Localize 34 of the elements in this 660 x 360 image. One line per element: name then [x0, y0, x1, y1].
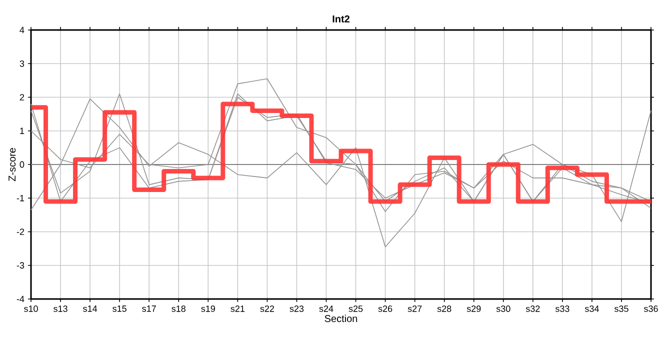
x-tick-label: s21 [230, 306, 244, 312]
x-tick-label: s14 [83, 306, 98, 312]
x-tick-label: s36 [644, 306, 658, 312]
x-tick-label: s23 [290, 306, 304, 312]
x-tick-label: s10 [24, 306, 38, 312]
chart-title: Int2 [332, 15, 350, 22]
x-tick-label: s22 [260, 306, 274, 312]
y-tick-label: -3 [16, 262, 24, 269]
x-tick-label: s34 [584, 306, 599, 312]
y-tick-label: 3 [20, 60, 24, 67]
y-tick-label: 1 [20, 128, 24, 134]
y-tick-label: -1 [16, 195, 24, 202]
y-tick-label: 4 [20, 26, 24, 34]
x-tick-label: s27 [408, 306, 422, 312]
y-axis-title: Z-score [8, 148, 16, 182]
y-tick-label: -2 [16, 228, 24, 235]
x-tick-label: s17 [142, 306, 156, 312]
x-tick-label: s19 [201, 306, 215, 312]
x-tick-label: s32 [526, 306, 540, 312]
x-axis-title: Section [324, 314, 358, 322]
x-tick-label: s25 [348, 306, 363, 312]
y-tick-label: -4 [16, 296, 24, 302]
x-tick-label: s28 [437, 306, 452, 312]
x-tick-label: s26 [378, 306, 392, 312]
y-tick-label: 0 [20, 161, 24, 168]
x-tick-label: s18 [172, 306, 186, 312]
x-tick-label: s15 [112, 306, 126, 312]
x-tick-label: s29 [466, 306, 481, 312]
y-tick-label: 2 [20, 94, 24, 100]
x-tick-label: s30 [496, 306, 510, 312]
x-tick-label: s13 [54, 306, 68, 312]
x-tick-label: s33 [555, 306, 570, 312]
x-tick-label: s35 [614, 306, 628, 312]
x-tick-label: s24 [319, 306, 334, 312]
